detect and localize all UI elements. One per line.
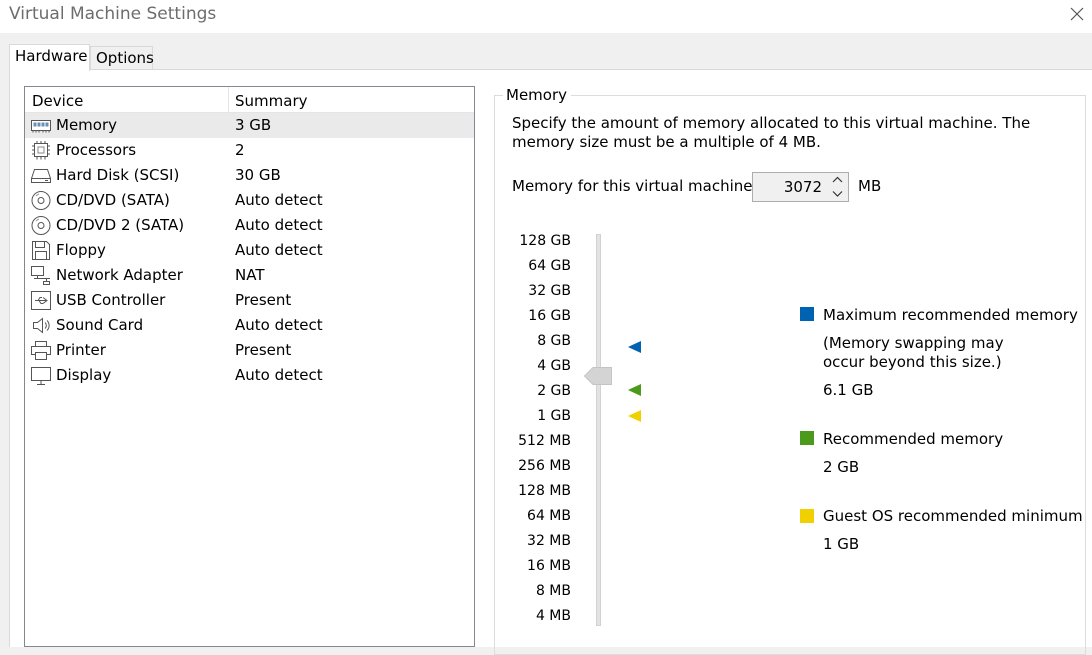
max-recommended-value: 6.1 GB: [823, 381, 874, 399]
max-recommended-note-2: occur beyond this size.): [823, 353, 1002, 371]
device-summary: Auto detect: [235, 191, 323, 209]
cd-dvd-icon: [31, 191, 51, 210]
memory-description: Specify the amount of memory allocated t…: [512, 114, 1031, 151]
memory-decrement-button[interactable]: [827, 187, 848, 201]
device-list[interactable]: Device Summary Memory 3 GB Processors 2: [24, 86, 475, 647]
device-summary: 30 GB: [235, 166, 281, 184]
device-row-network-adapter[interactable]: Network Adapter NAT: [25, 263, 474, 288]
cd-dvd-icon: [31, 216, 51, 235]
recommended-swatch: [800, 431, 814, 445]
scale-label: 1 GB: [537, 408, 571, 424]
device-name: CD/DVD (SATA): [56, 191, 170, 209]
minimum-title: Guest OS recommended minimum: [823, 507, 1083, 525]
scale-label: 4 GB: [537, 358, 571, 374]
device-row-usb-controller[interactable]: USB Controller Present: [25, 288, 474, 313]
device-name: Display: [56, 366, 112, 384]
device-row-cd-dvd-2[interactable]: CD/DVD 2 (SATA) Auto detect: [25, 213, 474, 238]
scale-label: 64 GB: [528, 258, 571, 274]
device-row-hard-disk[interactable]: Hard Disk (SCSI) 30 GB: [25, 163, 474, 188]
max-recommended-swatch: [800, 307, 814, 321]
scale-label: 32 MB: [527, 533, 571, 549]
scale-label: 2 GB: [537, 383, 571, 399]
memory-slider-track[interactable]: [596, 234, 601, 626]
printer-icon: [31, 341, 51, 360]
device-summary: Auto detect: [235, 366, 323, 384]
scale-label: 64 MB: [527, 508, 571, 524]
device-name: Network Adapter: [56, 266, 183, 284]
device-name: USB Controller: [56, 291, 166, 309]
memory-unit: MB: [858, 177, 882, 195]
device-summary: Present: [235, 291, 292, 309]
device-name: Processors: [56, 141, 137, 159]
device-summary: Auto detect: [235, 316, 323, 334]
list-header: Device Summary: [25, 87, 474, 113]
scale-label: 128 MB: [518, 483, 571, 499]
scale-label: 16 MB: [527, 558, 571, 574]
device-row-processors[interactable]: Processors 2: [25, 138, 474, 163]
column-header-summary[interactable]: Summary: [235, 92, 308, 110]
scale-label: 128 GB: [519, 233, 571, 249]
recommended-marker-icon: [628, 384, 641, 396]
minimum-marker-icon: [628, 410, 641, 422]
memory-field-label: Memory for this virtual machine:: [512, 177, 758, 195]
memory-increment-button[interactable]: [827, 173, 848, 187]
device-row-display[interactable]: Display Auto detect: [25, 363, 474, 388]
arrow-down-icon: [832, 191, 843, 197]
device-summary: Auto detect: [235, 241, 323, 259]
device-name: Hard Disk (SCSI): [56, 166, 180, 184]
device-name: Memory: [56, 116, 118, 134]
processor-icon: [32, 141, 50, 160]
device-summary: Auto detect: [235, 216, 323, 234]
column-divider[interactable]: [228, 87, 229, 112]
max-recommended-marker-icon: [628, 341, 641, 353]
memory-slider-thumb[interactable]: [584, 367, 612, 385]
window-title: Virtual Machine Settings: [9, 4, 217, 24]
device-name: Printer: [56, 341, 106, 359]
device-summary: Present: [235, 341, 292, 359]
memory-icon: [31, 120, 51, 133]
minimum-swatch: [800, 509, 814, 523]
device-row-memory[interactable]: Memory 3 GB: [25, 113, 474, 138]
memory-spinbox: [752, 172, 849, 202]
max-recommended-title: Maximum recommended memory: [823, 306, 1078, 324]
scale-label: 256 MB: [518, 458, 571, 474]
device-summary: 3 GB: [235, 116, 272, 134]
memory-group-title: Memory: [503, 86, 572, 104]
device-summary: NAT: [235, 266, 265, 284]
device-row-floppy[interactable]: Floppy Auto detect: [25, 238, 474, 263]
scale-label: 4 MB: [535, 608, 571, 624]
tab-hardware[interactable]: Hardware: [9, 44, 90, 71]
speaker-icon: [33, 317, 50, 334]
network-icon: [31, 266, 50, 285]
device-summary: 2: [235, 141, 245, 159]
memory-input[interactable]: [753, 173, 826, 201]
device-row-printer[interactable]: Printer Present: [25, 338, 474, 363]
arrow-up-icon: [832, 176, 843, 183]
scale-label: 512 MB: [518, 433, 571, 449]
usb-icon: [31, 291, 51, 310]
device-name: Sound Card: [56, 316, 144, 334]
close-button[interactable]: [1062, 0, 1092, 33]
tab-options[interactable]: Options: [90, 46, 154, 70]
title-bar: Virtual Machine Settings: [0, 0, 1092, 33]
column-header-device[interactable]: Device: [32, 92, 84, 110]
device-row-sound-card[interactable]: Sound Card Auto detect: [25, 313, 474, 338]
floppy-icon: [32, 241, 50, 260]
device-name: CD/DVD 2 (SATA): [56, 216, 185, 234]
device-row-cd-dvd[interactable]: CD/DVD (SATA) Auto detect: [25, 188, 474, 213]
scale-label: 32 GB: [528, 283, 571, 299]
scale-label: 16 GB: [528, 308, 571, 324]
recommended-title: Recommended memory: [823, 430, 1004, 448]
device-name: Floppy: [56, 241, 106, 259]
hard-disk-icon: [30, 169, 52, 183]
scale-label: 8 MB: [535, 583, 571, 599]
max-recommended-note-1: (Memory swapping may: [823, 334, 1004, 352]
minimum-value: 1 GB: [823, 535, 860, 553]
scale-label: 8 GB: [537, 333, 571, 349]
display-icon: [31, 367, 51, 385]
recommended-value: 2 GB: [823, 458, 860, 476]
close-icon: [1070, 7, 1084, 21]
